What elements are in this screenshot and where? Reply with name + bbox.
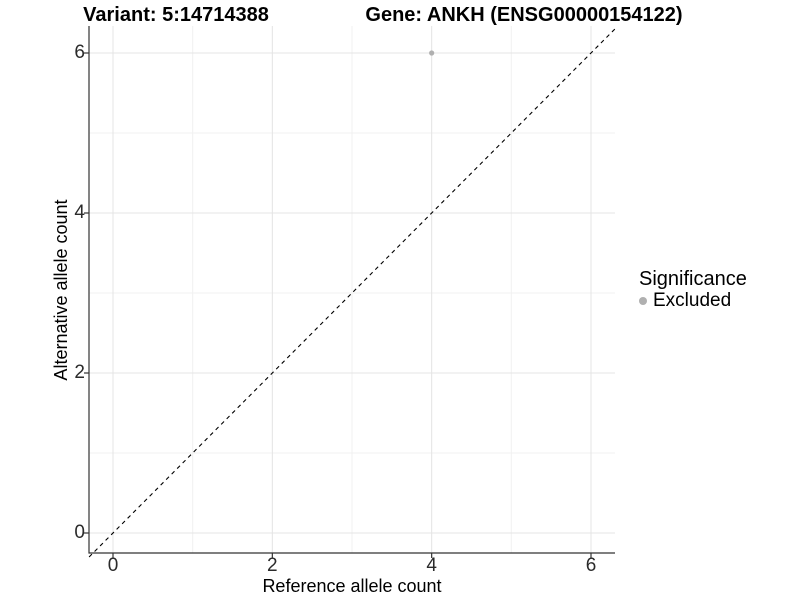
x-tick-label: 2 (267, 555, 278, 576)
y-tick-label: 4 (74, 202, 85, 223)
legend-title: Significance (639, 268, 747, 290)
legend-item-label: Excluded (653, 290, 732, 311)
x-tick-label: 0 (107, 555, 119, 576)
plot-title-variant: Variant: 5:14714388 (83, 4, 269, 26)
legend: Significance Excluded (639, 268, 747, 312)
x-tick-label: 6 (585, 555, 597, 576)
legend-item-excluded: Excluded (639, 290, 747, 312)
y-axis-title: Alternative allele count (51, 199, 71, 381)
x-axis-title: Reference allele count (262, 576, 442, 596)
x-tick-label: 4 (426, 555, 437, 576)
y-tick-label: 0 (74, 522, 85, 543)
y-tick-label: 6 (74, 42, 85, 63)
excluded-point-icon (639, 297, 647, 305)
plot-title-gene: Gene: ANKH (ENSG00000154122) (365, 4, 683, 26)
data-point (429, 50, 435, 56)
y-tick-label: 2 (74, 362, 85, 383)
